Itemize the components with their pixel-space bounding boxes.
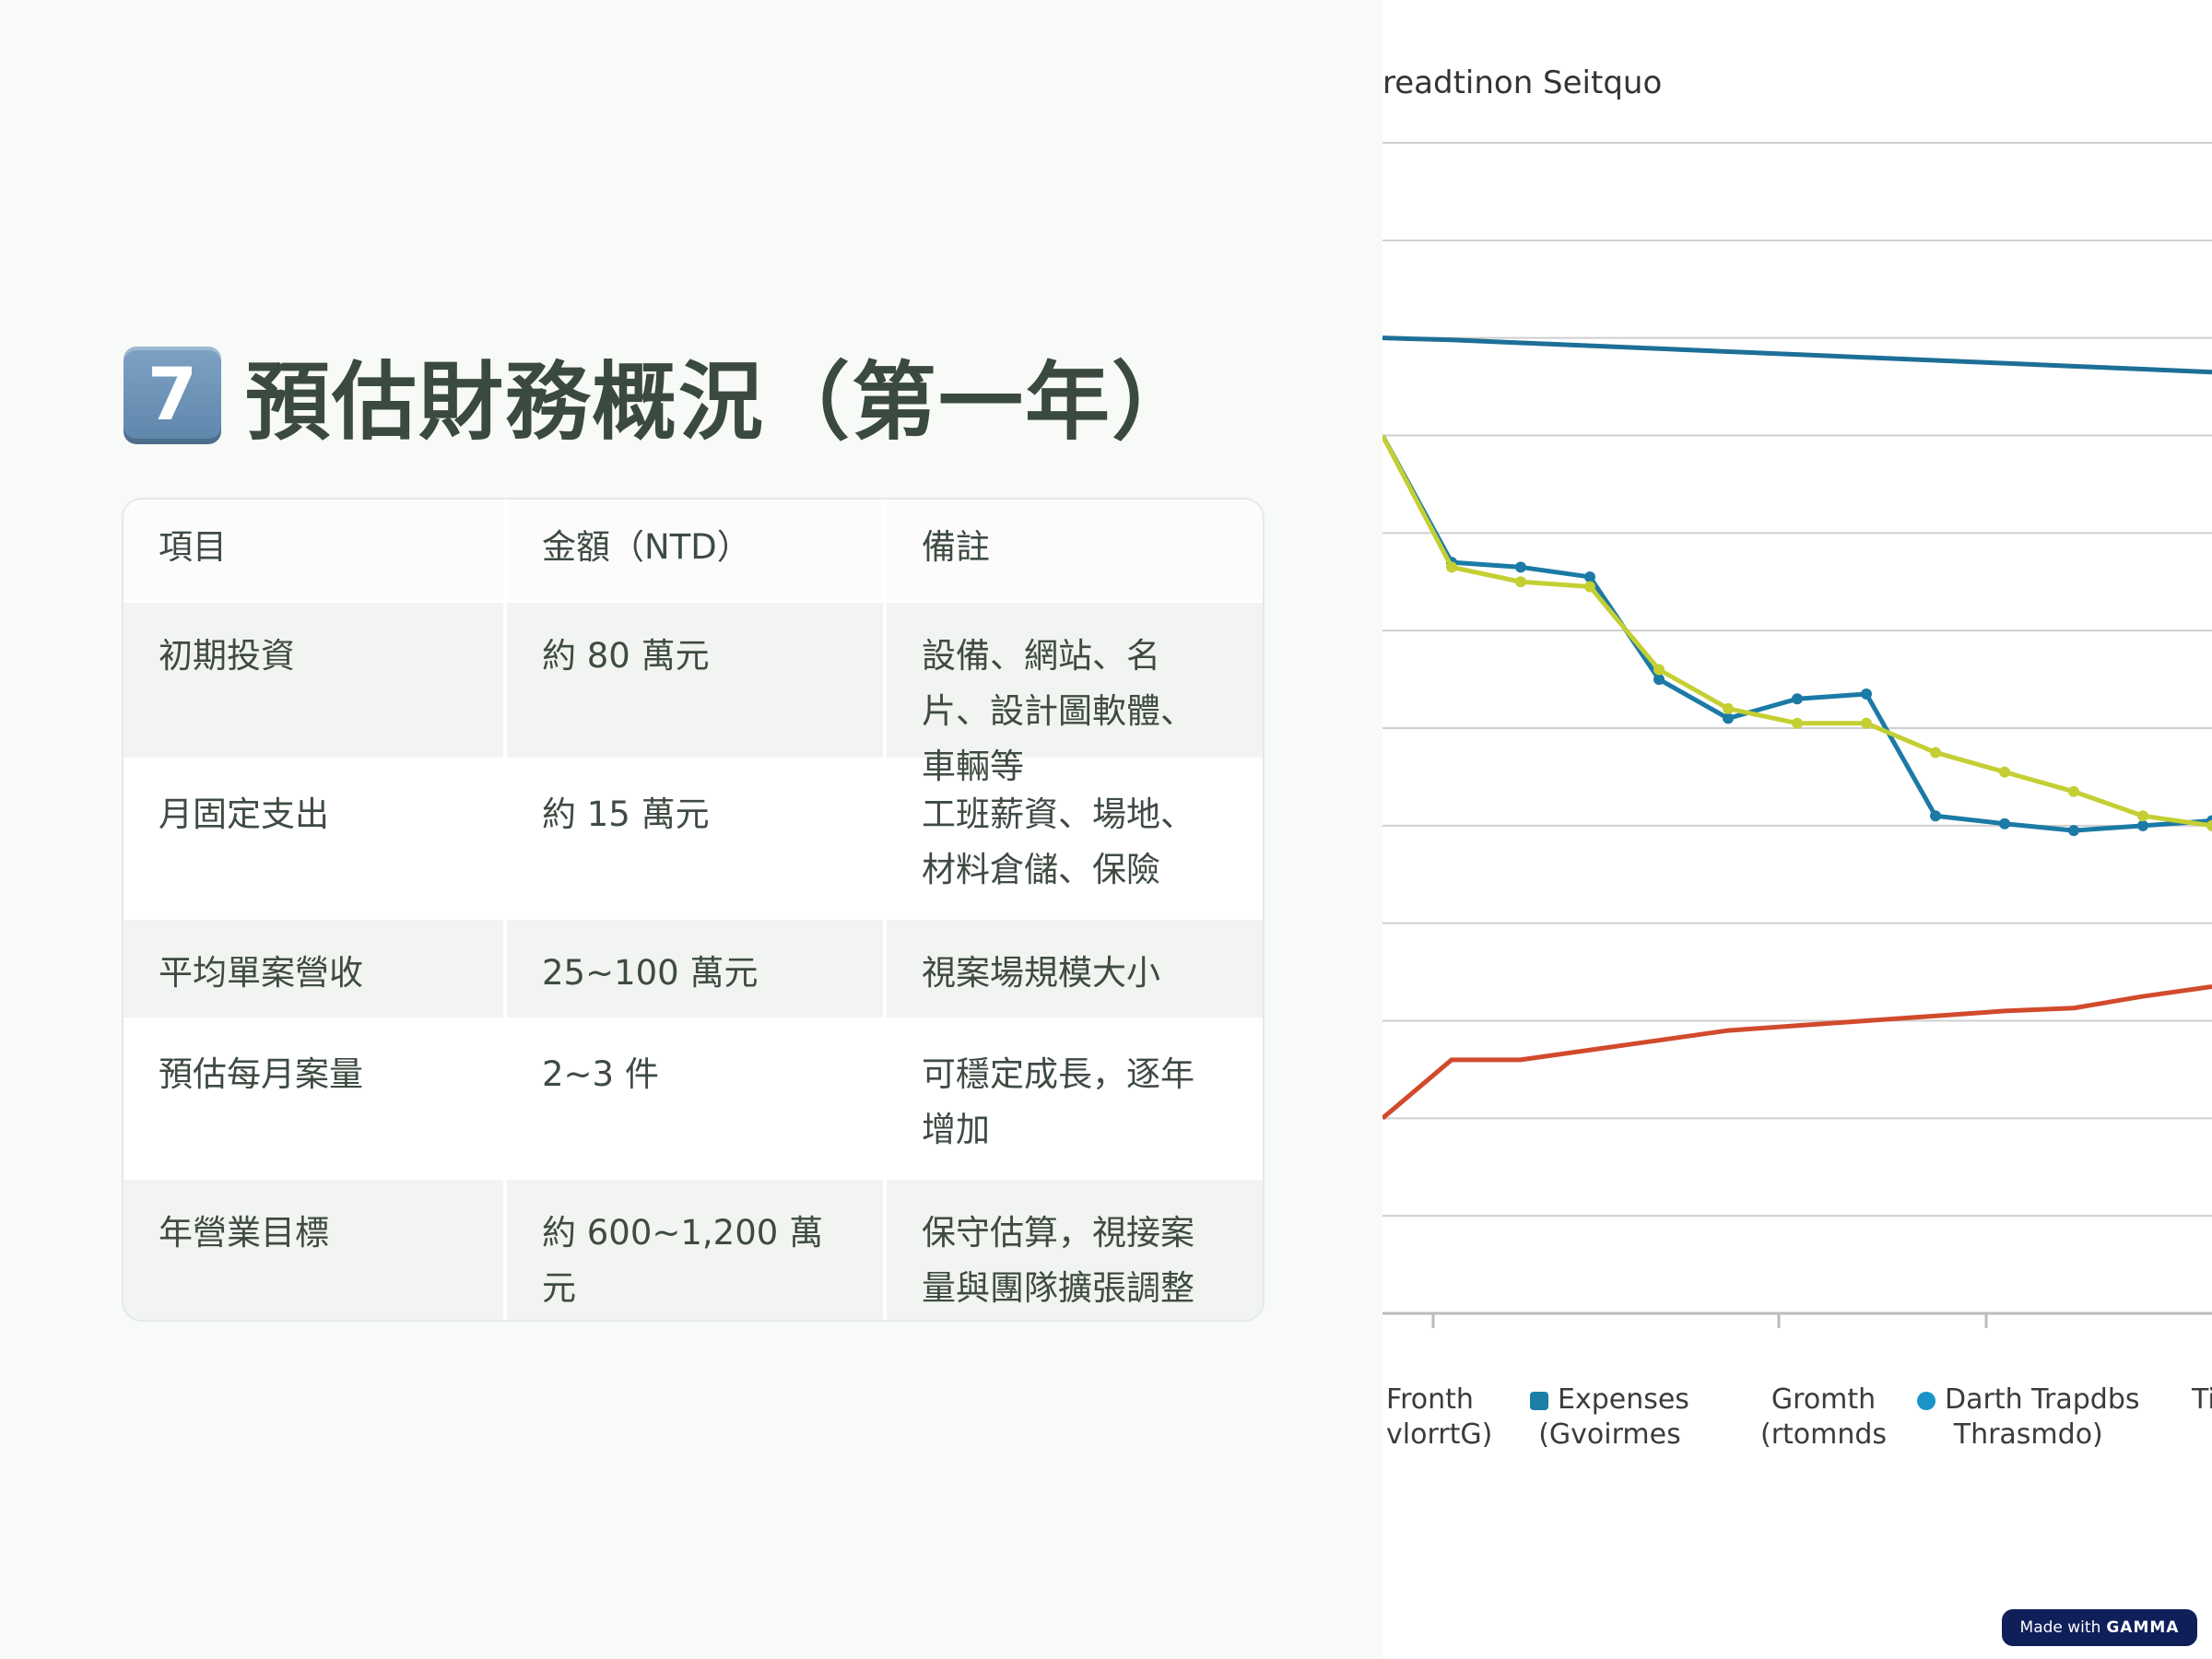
legend-swatch [1917,1391,1936,1410]
data-point [1930,747,1941,759]
slide-title: 預估財務概況（第一年） [245,353,1199,452]
data-point [1515,576,1526,588]
cell-item: 年營業目標 [159,1213,329,1253]
table-row: 年營業目標 約 600~1,200 萬元 保守估算，視接案量與團隊擴張調整 [124,1176,1263,1320]
data-point [2068,825,2079,837]
legend-item: Expenses (Gvoirmes [1530,1382,1689,1453]
data-point [1792,693,1803,705]
data-point [1515,561,1526,573]
legend-line1: Ti [2192,1383,2212,1416]
cell-note: 設備、網站、名片、設計圖軟體、車輛等 [883,603,1263,786]
line-chart [1382,142,2212,1328]
data-point [2137,810,2148,822]
table-row: 月固定支出 約 15 萬元 工班薪資、場地、材料倉儲、保險 [124,758,1263,916]
data-point [1792,717,1803,729]
legend-line2: (rtomnds [1760,1418,1888,1451]
data-point [1584,571,1595,582]
legend-line1: Gromth [1771,1383,1877,1416]
data-point [2137,819,2148,831]
series-line-1 [1382,434,2212,833]
data-point [1446,561,1457,573]
header-note: 備註 [883,500,1263,599]
series-line-0 [1382,335,2212,375]
cell-item: 月固定支出 [159,794,329,834]
data-point [1723,712,1734,724]
data-point [1653,664,1665,676]
series-line-3 [1382,983,2212,1121]
cell-amount: 約 600~1,200 萬元 [503,1180,883,1320]
cell-item: 平均單案營收 [159,953,363,993]
data-point [1930,810,1941,822]
table-row: 初期投資 約 80 萬元 設備、網站、名片、設計圖軟體、車輛等 [124,599,1263,786]
data-point [2206,819,2212,831]
legend-line1: Expenses [1558,1383,1689,1416]
header-item: 項目 [159,527,227,567]
cell-amount: 2~3 件 [503,1021,883,1176]
data-point [1861,717,1872,729]
data-point [1653,674,1665,686]
table-row: 預估每月案量 2~3 件 可穩定成長，逐年增加 [124,1018,1263,1176]
made-with-gamma-badge[interactable]: Made with GAMMA [2002,1609,2197,1646]
legend-line2: vlorrtG) [1386,1418,1493,1451]
data-point [1584,581,1595,593]
cell-amount: 約 80 萬元 [503,603,883,758]
legend-line1: Fronth [1386,1383,1474,1416]
table-row: 平均單案營收 25~100 萬元 視案場規模大小 [124,916,1263,1018]
header-amount: 金額（NTD） [503,500,883,599]
data-point [1999,818,2010,830]
cell-note: 可穩定成長，逐年增加 [883,1021,1263,1176]
cell-note: 保守估算，視接案量與團隊擴張調整 [883,1180,1263,1320]
table-header-row: 項目 金額（NTD） 備註 [124,500,1263,599]
title-row: 7 預估財務概況（第一年） [124,334,1198,456]
cell-item: 初期投資 [159,636,295,676]
finance-table: 項目 金額（NTD） 備註 初期投資 約 80 萬元 設備、網站、名片、設計圖軟… [122,498,1265,1322]
legend-line2: (Gvoirmes [1538,1418,1681,1451]
cell-item: 預估每月案量 [159,1054,363,1094]
cell-amount: 25~100 萬元 [503,920,883,1018]
slide-content: 7 預估財務概況（第一年） 項目 金額（NTD） 備註 初期投資 約 80 萬元… [122,334,1265,1322]
legend-line2: Thrasmdo) [1953,1418,2103,1451]
data-point [2068,785,2079,797]
cell-note: 工班薪資、場地、材料倉儲、保險 [883,761,1263,916]
chart-title: readtinon Seitquo [1382,65,1663,101]
data-point [1999,766,2010,778]
number-badge: 7 [124,346,221,444]
legend-item: Ti [2192,1382,2212,1418]
chart-image: readtinon Seitquo Fronth vlorrtG) Expens… [1382,0,2212,1659]
data-point [1723,702,1734,714]
legend-item: Fronth vlorrtG) [1386,1382,1492,1453]
data-point [1861,688,1872,700]
legend-item: Gromth (rtomnds [1760,1382,1887,1453]
legend-swatch [1530,1391,1548,1410]
legend-line1: Darth Trapdbs [1945,1383,2140,1416]
cell-note: 視案場規模大小 [883,920,1263,1018]
cell-amount: 約 15 萬元 [503,761,883,916]
legend-item: Darth Trapdbs Thrasmdo) [1917,1382,2140,1453]
